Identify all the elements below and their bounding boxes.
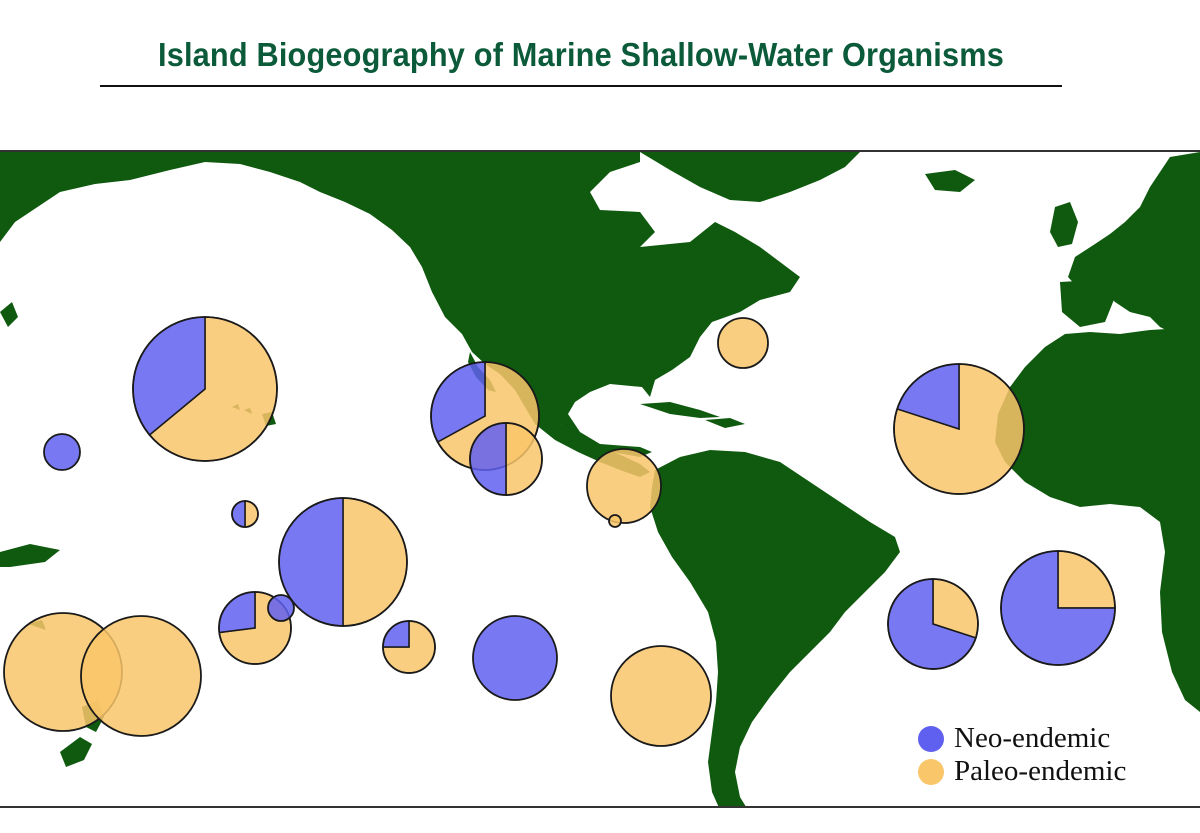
neo-slice-cook bbox=[268, 595, 294, 621]
pie-outline-samoa bbox=[218, 591, 292, 665]
pie-revillagigedo bbox=[469, 422, 543, 496]
legend-label-neo: Neo-endemic bbox=[954, 722, 1111, 754]
new-zealand-south bbox=[60, 737, 92, 767]
cuba-island bbox=[640, 402, 720, 418]
pie-juan-fernandez bbox=[610, 645, 712, 747]
legend: Neo-endemic Paleo-endemic bbox=[918, 722, 1188, 788]
pie-outline-cook bbox=[267, 594, 295, 622]
pie-austral bbox=[382, 620, 436, 674]
pie-outline-revillagigedo bbox=[469, 422, 543, 496]
pie-outline-juan-fernandez bbox=[610, 645, 712, 747]
neo-endemic-swatch bbox=[918, 725, 944, 752]
neo-slice-easter bbox=[473, 616, 557, 700]
pie-wake bbox=[43, 433, 81, 471]
iceland-island bbox=[925, 170, 975, 192]
pie-outline-austral bbox=[382, 620, 436, 674]
paleo-slice-lord-howe bbox=[81, 616, 201, 736]
pie-cook bbox=[267, 594, 295, 622]
japan-islands bbox=[0, 302, 18, 327]
africa-landmass bbox=[995, 327, 1200, 712]
pie-marshall bbox=[231, 500, 259, 528]
pie-outline-wake bbox=[43, 433, 81, 471]
neo-slice-samoa bbox=[218, 591, 256, 634]
pie-outline-st-paul-rocks bbox=[887, 578, 979, 670]
south-america-landmass bbox=[650, 450, 900, 806]
pie-hawaii bbox=[132, 316, 278, 462]
pie-outline-lord-howe bbox=[80, 615, 202, 737]
pie-marquesas bbox=[278, 497, 408, 627]
paleo-slice-juan-fernandez bbox=[611, 646, 711, 746]
new-guinea-landmass bbox=[0, 544, 60, 567]
title-underline bbox=[100, 85, 1062, 87]
iberia-landmass bbox=[1060, 280, 1115, 327]
neo-slice-wake bbox=[44, 434, 80, 470]
pie-lord-howe bbox=[80, 615, 202, 737]
page-title: Island Biogeography of Marine Shallow-Wa… bbox=[157, 36, 1005, 73]
pie-outline-cocos bbox=[608, 514, 622, 528]
paleo-slice-bermuda bbox=[718, 318, 768, 368]
pie-outline-marshall bbox=[231, 500, 259, 528]
pie-outline-hawaii bbox=[132, 316, 278, 462]
paleo-slice-cocos bbox=[609, 515, 621, 527]
world-map bbox=[0, 150, 1200, 808]
neo-slice-marshall bbox=[231, 500, 246, 528]
legend-label-paleo: Paleo-endemic bbox=[954, 755, 1127, 787]
pie-bermuda bbox=[717, 317, 769, 369]
paleo-slice-marshall bbox=[244, 500, 259, 528]
asia-landmass bbox=[0, 152, 120, 242]
pie-outline-bermuda bbox=[717, 317, 769, 369]
pie-outline-easter bbox=[472, 615, 558, 701]
pie-cocos bbox=[608, 514, 622, 528]
greenland-landmass bbox=[640, 152, 860, 202]
pie-easter bbox=[472, 615, 558, 701]
pie-outline-st-helena bbox=[1000, 550, 1116, 666]
pie-st-paul-rocks bbox=[887, 578, 979, 670]
pie-galapagos bbox=[586, 448, 662, 524]
pie-st-helena bbox=[1000, 550, 1116, 666]
hispaniola-island bbox=[705, 418, 745, 428]
pie-outline-canaries bbox=[893, 363, 1025, 495]
paleo-slice-marquesas bbox=[342, 497, 408, 627]
north-america-landmass bbox=[0, 152, 800, 457]
endemism-pies bbox=[3, 316, 1116, 747]
legend-item-neo: Neo-endemic bbox=[918, 722, 1188, 755]
paleo-endemic-swatch bbox=[918, 758, 944, 785]
landmasses bbox=[0, 152, 1200, 806]
paleo-slice-galapagos bbox=[587, 449, 661, 523]
pie-outline-marquesas bbox=[278, 497, 408, 627]
europe-landmass bbox=[1068, 152, 1200, 342]
pie-canaries bbox=[893, 363, 1025, 495]
pie-outline-galapagos bbox=[586, 448, 662, 524]
uk-island bbox=[1050, 202, 1078, 247]
map-canvas bbox=[0, 152, 1200, 806]
legend-item-paleo: Paleo-endemic bbox=[918, 755, 1188, 788]
